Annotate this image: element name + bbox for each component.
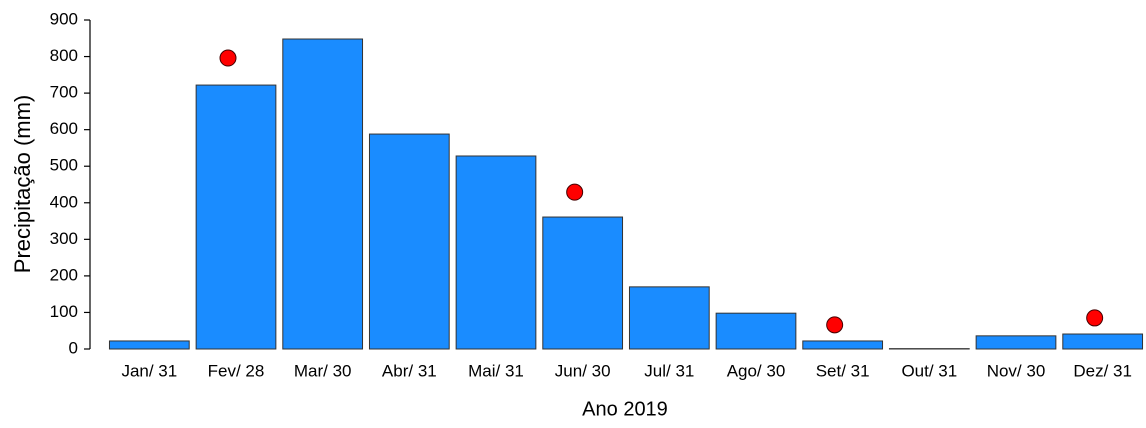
y-tick-label: 500 bbox=[50, 156, 78, 175]
marker bbox=[220, 50, 236, 66]
x-tick-label: Nov/ 30 bbox=[987, 361, 1046, 380]
marker bbox=[1087, 310, 1103, 326]
bar bbox=[716, 313, 796, 349]
bar bbox=[976, 336, 1056, 349]
x-tick-label: Set/ 31 bbox=[816, 361, 870, 380]
x-tick-label: Mai/ 31 bbox=[468, 361, 524, 380]
bar bbox=[1063, 334, 1143, 349]
y-tick-label: 0 bbox=[69, 338, 78, 357]
x-tick-label: Fev/ 28 bbox=[208, 361, 265, 380]
y-tick-label: 300 bbox=[50, 229, 78, 248]
x-tick-label: Jun/ 30 bbox=[555, 361, 611, 380]
bar bbox=[456, 156, 536, 349]
x-tick-label: Abr/ 31 bbox=[382, 361, 437, 380]
y-tick-label: 200 bbox=[50, 265, 78, 284]
x-tick-label: Jul/ 31 bbox=[644, 361, 694, 380]
y-tick-label: 400 bbox=[50, 192, 78, 211]
x-tick-label: Ago/ 30 bbox=[727, 361, 786, 380]
bar bbox=[109, 341, 189, 349]
y-tick-label: 600 bbox=[50, 119, 78, 138]
x-tick-label: Mar/ 30 bbox=[294, 361, 352, 380]
bar bbox=[196, 85, 276, 349]
marker bbox=[827, 317, 843, 333]
y-tick-label: 100 bbox=[50, 302, 78, 321]
x-axis-label: Ano 2019 bbox=[582, 398, 668, 420]
bar bbox=[629, 287, 709, 349]
x-tick-label: Dez/ 31 bbox=[1073, 361, 1132, 380]
y-tick-label: 800 bbox=[50, 46, 78, 65]
marker bbox=[567, 184, 583, 200]
x-tick-label: Out/ 31 bbox=[901, 361, 957, 380]
bar bbox=[283, 39, 363, 349]
bar bbox=[803, 341, 883, 349]
bar bbox=[543, 217, 623, 349]
y-tick-label: 900 bbox=[50, 9, 78, 28]
y-tick-label: 700 bbox=[50, 83, 78, 102]
y-axis-label: Precipitação (mm) bbox=[10, 95, 35, 273]
bar bbox=[369, 134, 449, 349]
x-tick-label: Jan/ 31 bbox=[121, 361, 177, 380]
